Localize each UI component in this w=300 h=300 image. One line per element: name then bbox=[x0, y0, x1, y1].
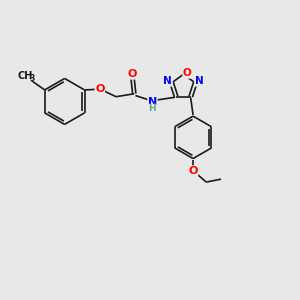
Text: CH: CH bbox=[17, 71, 32, 81]
Text: O: O bbox=[95, 84, 104, 94]
Text: N: N bbox=[148, 97, 157, 107]
Text: N: N bbox=[195, 76, 203, 86]
Text: N: N bbox=[164, 76, 172, 86]
Text: 3: 3 bbox=[30, 74, 35, 83]
Text: O: O bbox=[128, 69, 137, 79]
Text: O: O bbox=[183, 68, 192, 78]
Text: H: H bbox=[148, 104, 156, 113]
Text: O: O bbox=[188, 166, 198, 176]
